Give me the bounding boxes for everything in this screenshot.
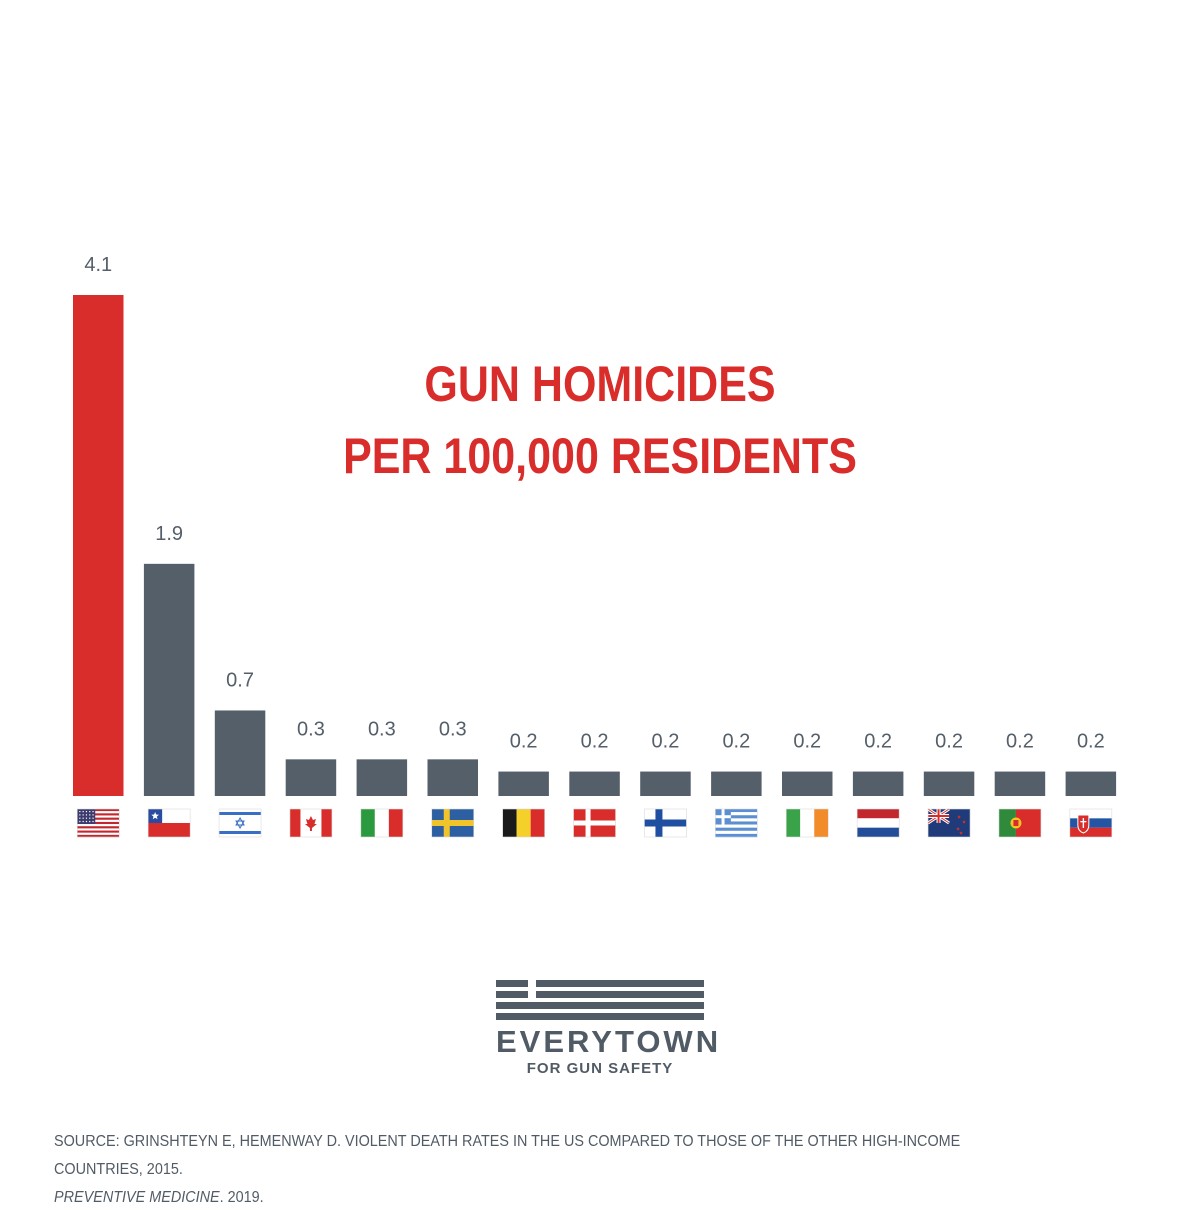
- portugal-flag-icon: [998, 808, 1042, 838]
- data-label-slovakia: 0.2: [1077, 731, 1105, 753]
- data-label-italy: 0.3: [368, 718, 396, 740]
- finland-flag-icon: [644, 808, 687, 838]
- logo-wordmark: EVERYTOWN: [496, 1024, 722, 1059]
- belgium-flag-icon: [502, 808, 545, 838]
- bar-portugal: [994, 771, 1046, 796]
- data-label-canada: 0.3: [297, 718, 325, 740]
- source-year: . 2019.: [219, 1189, 264, 1206]
- data-label-chile: 1.9: [155, 523, 183, 545]
- bar-sweden: [427, 759, 478, 796]
- source-journal: PREVENTIVE MEDICINE: [54, 1189, 220, 1206]
- israel-flag-icon: [218, 808, 262, 838]
- bar-chile: [143, 563, 195, 796]
- bar-united-states: [73, 295, 124, 796]
- data-label-portugal: 0.2: [1006, 731, 1034, 753]
- data-label-greece: 0.2: [722, 731, 750, 753]
- bar-netherlands: [852, 771, 904, 796]
- source-line-2: PREVENTIVE MEDICINE. 2019.: [54, 1184, 1044, 1212]
- denmark-flag-icon: [573, 808, 616, 838]
- source-citation: SOURCE: GRINSHTEYN E, HEMENWAY D. VIOLEN…: [54, 1128, 1044, 1212]
- bar-denmark: [569, 771, 620, 796]
- chart-title-line-1: GUN HOMICIDES: [424, 356, 776, 412]
- new-zealand-flag-icon: [927, 807, 971, 838]
- data-label-finland: 0.2: [652, 731, 680, 753]
- bar-ireland: [782, 771, 833, 796]
- data-label-denmark: 0.2: [581, 731, 609, 753]
- canada-flag-icon: [289, 808, 333, 838]
- italy-flag-icon: [360, 808, 404, 838]
- data-label-sweden: 0.3: [439, 718, 467, 740]
- data-label-united-states: 4.1: [84, 254, 112, 276]
- chile-flag-icon: [147, 808, 191, 838]
- bar-finland: [640, 771, 691, 796]
- bar-canada: [285, 759, 337, 796]
- netherlands-flag-icon: [856, 808, 900, 838]
- us-flag-icon: [76, 808, 120, 838]
- bar-belgium: [498, 771, 549, 796]
- source-line-1: SOURCE: GRINSHTEYN E, HEMENWAY D. VIOLEN…: [54, 1133, 961, 1178]
- bar-italy: [356, 759, 408, 796]
- data-label-israel: 0.7: [226, 669, 254, 691]
- data-label-netherlands: 0.2: [864, 731, 892, 753]
- data-label-ireland: 0.2: [793, 731, 821, 753]
- greece-flag-icon: [715, 808, 758, 838]
- bar-israel: [214, 710, 266, 796]
- sweden-flag-icon: [431, 808, 475, 838]
- slovakia-flag-icon: [1069, 808, 1113, 838]
- data-label-belgium: 0.2: [510, 731, 538, 753]
- data-label-new-zealand: 0.2: [935, 731, 963, 753]
- bar-greece: [711, 771, 762, 796]
- bar-slovakia: [1065, 771, 1117, 796]
- chart-title-line-2: PER 100,000 RESIDENTS: [343, 428, 857, 484]
- bar-new-zealand: [923, 771, 975, 796]
- ireland-flag-icon: [785, 808, 829, 838]
- logo-tagline: FOR GUN SAFETY: [526, 1060, 674, 1077]
